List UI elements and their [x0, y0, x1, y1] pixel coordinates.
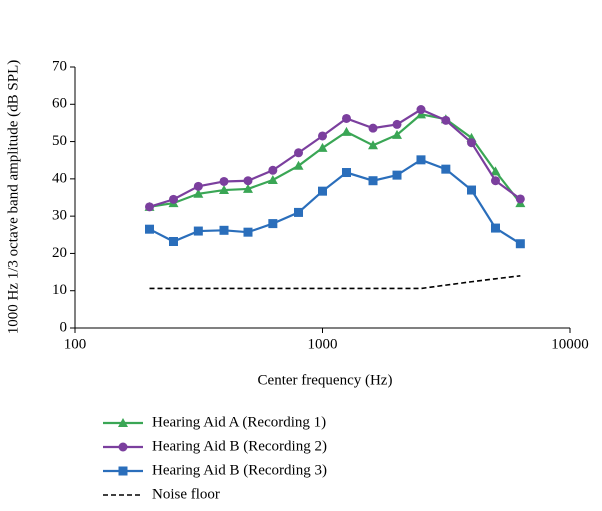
marker [118, 466, 128, 476]
marker [368, 176, 378, 186]
y-tick-label: 20 [52, 245, 67, 261]
marker [243, 227, 253, 237]
marker [318, 186, 327, 196]
marker [219, 185, 230, 195]
marker [268, 219, 278, 229]
marker [168, 194, 178, 204]
marker [392, 119, 402, 129]
marker [118, 418, 128, 427]
marker [341, 168, 351, 178]
marker [193, 188, 204, 198]
marker [416, 155, 426, 165]
y-tick-label: 30 [52, 208, 67, 224]
legend-label: Hearing Aid A (Recording 1) [152, 414, 326, 430]
marker [243, 176, 253, 186]
marker [441, 115, 451, 125]
marker [467, 138, 477, 148]
marker [193, 181, 203, 191]
marker [392, 170, 402, 180]
marker [118, 442, 128, 452]
marker [242, 183, 253, 193]
marker [219, 176, 229, 186]
x-tick-label: 1000 [308, 336, 338, 352]
y-tick-label: 60 [52, 96, 67, 112]
marker [193, 226, 203, 236]
y-tick-label: 0 [60, 319, 68, 335]
series-line [149, 108, 521, 208]
series-line [149, 158, 521, 245]
marker [515, 239, 525, 249]
y-tick-label: 50 [52, 133, 67, 149]
marker [490, 166, 501, 176]
marker [368, 123, 378, 133]
marker [268, 165, 278, 175]
marker [490, 176, 500, 186]
marker [294, 148, 304, 158]
y-tick-label: 10 [52, 282, 67, 298]
marker [368, 140, 379, 150]
marker [490, 223, 500, 233]
marker [341, 113, 351, 123]
marker [294, 207, 304, 217]
marker [293, 160, 304, 170]
marker [416, 105, 426, 115]
series-line [149, 275, 521, 290]
marker [145, 224, 155, 234]
marker [145, 202, 155, 212]
marker [219, 225, 229, 235]
x-tick-label: 10000 [551, 336, 589, 352]
marker [441, 164, 451, 174]
marker [467, 185, 477, 195]
marker [318, 131, 327, 141]
y-tick-label: 70 [52, 58, 67, 74]
x-axis-label: Center frequency (Hz) [258, 372, 393, 388]
y-tick-label: 40 [52, 170, 67, 186]
series-line [149, 113, 522, 208]
x-tick-label: 100 [64, 336, 87, 352]
marker [341, 126, 352, 136]
marker [317, 142, 328, 152]
legend-label: Hearing Aid B (Recording 2) [152, 438, 327, 454]
marker [392, 129, 403, 139]
y-axis-label: 1000 Hz 1/3 octave band amplitude (dB SP… [5, 60, 21, 335]
legend-label: Noise floor [152, 486, 220, 502]
legend-label: Hearing Aid B (Recording 3) [152, 462, 327, 478]
marker [267, 174, 278, 184]
marker [515, 194, 525, 204]
marker [168, 236, 178, 246]
